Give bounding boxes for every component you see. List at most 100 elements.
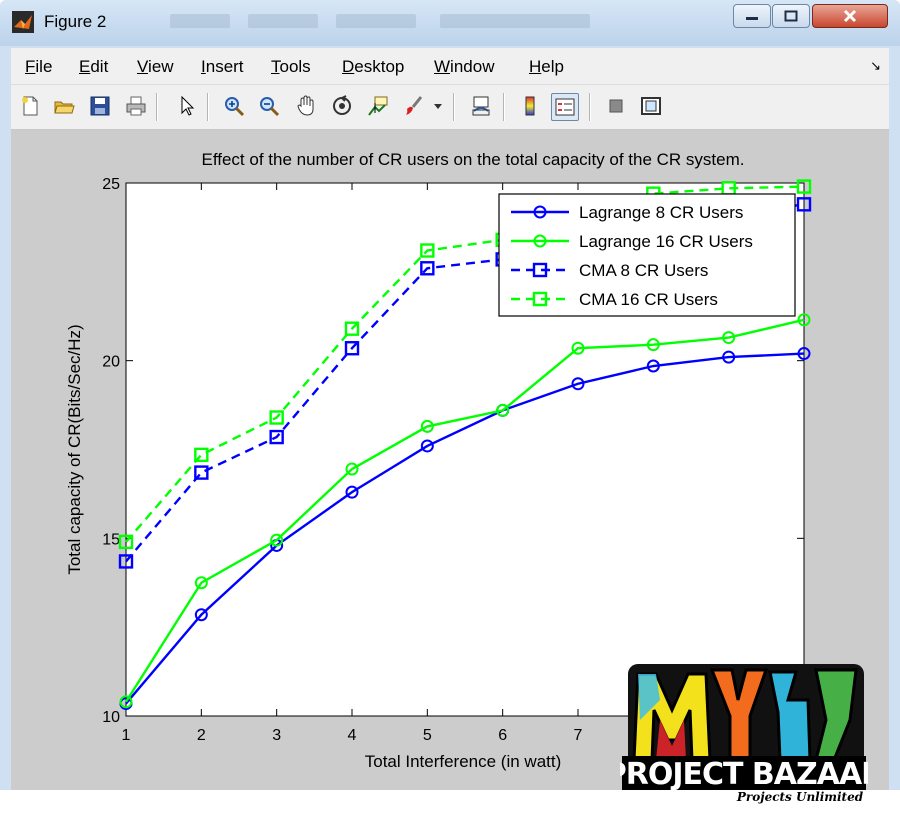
print-icon[interactable] [123, 93, 149, 119]
line-chart: Effect of the number of CR users on the … [65, 150, 812, 771]
data-point [118, 554, 134, 569]
series-line [124, 318, 805, 703]
legend-marker [532, 291, 548, 307]
x-tick-label: 6 [498, 727, 507, 744]
menu-edit[interactable]: Edit [79, 57, 109, 76]
data-point [420, 243, 435, 258]
data-point [646, 338, 660, 352]
data-point [269, 429, 284, 445]
menu-file[interactable]: File [25, 57, 53, 76]
menu-insert[interactable]: Insert [201, 57, 244, 76]
arrow-select-icon[interactable] [173, 93, 199, 119]
data-point [571, 377, 585, 391]
window-title: Figure 2 [44, 12, 107, 31]
x-axis-label: Total Interference (in watt) [365, 752, 562, 771]
new-figure-icon[interactable] [17, 93, 43, 119]
zoom-out-icon[interactable] [256, 93, 282, 119]
legend-entry[interactable]: Lagrange 16 CR Users [511, 232, 753, 251]
y-tick-label: 10 [102, 709, 120, 726]
legend-label: Lagrange 16 CR Users [579, 232, 753, 251]
brush-icon[interactable] [401, 93, 427, 119]
figure-toolbar [11, 85, 889, 130]
maximize-icon [784, 10, 798, 22]
toolbar-separator [156, 93, 158, 121]
close-icon [843, 9, 857, 23]
data-point [646, 359, 660, 373]
x-tick-label: 5 [423, 727, 432, 744]
menu-tools[interactable]: Tools [271, 57, 311, 76]
link-plot-icon[interactable] [468, 93, 494, 119]
x-tick-label: 3 [272, 727, 281, 744]
y-tick-label: 25 [102, 176, 120, 193]
data-point [797, 347, 811, 361]
legend-marker [533, 205, 547, 219]
toolbar-separator [589, 93, 591, 121]
legend-entry[interactable]: Lagrange 8 CR Users [511, 203, 743, 222]
data-point [420, 439, 434, 453]
save-icon[interactable] [87, 93, 113, 119]
data-point [722, 331, 736, 345]
background-title-blur [248, 14, 318, 28]
legend[interactable]: Lagrange 8 CR Users Lagrange 16 CR Users C… [498, 193, 796, 317]
legend-label: Lagrange 8 CR Users [579, 203, 743, 222]
axis-ticks: 1 2 3 4 5 6 7 10 15 20 25 [102, 176, 804, 744]
minimize-icon [746, 17, 758, 20]
data-point [344, 341, 360, 356]
data-point [194, 447, 209, 463]
legend-entry[interactable]: CMA 16 CR Users [511, 290, 718, 309]
x-tick-label: 7 [574, 727, 583, 744]
data-point [269, 410, 284, 425]
maximize-button[interactable] [772, 4, 810, 28]
show-plot-tools-icon[interactable] [638, 93, 664, 119]
rotate-3d-icon[interactable] [329, 93, 355, 119]
data-point [571, 341, 585, 355]
legend-label: CMA 16 CR Users [579, 290, 718, 309]
y-tick-label: 20 [102, 354, 120, 371]
matlab-logo-icon [12, 11, 34, 33]
series-2 [119, 313, 811, 709]
pan-hand-icon[interactable] [293, 93, 319, 119]
legend-label: CMA 8 CR Users [579, 261, 708, 280]
menu-window[interactable]: Window [434, 57, 495, 76]
legend-entry[interactable]: CMA 8 CR Users [511, 261, 708, 280]
zoom-in-icon[interactable] [221, 93, 247, 119]
data-point [345, 462, 359, 476]
data-point [119, 695, 133, 709]
data-point [796, 179, 812, 194]
background-title-blur [336, 14, 416, 28]
data-point [194, 576, 208, 590]
data-point [797, 313, 811, 327]
legend-box [498, 193, 796, 317]
data-point [496, 403, 510, 417]
data-point [118, 534, 134, 550]
brush-dropdown-icon[interactable] [431, 93, 445, 119]
menu-help[interactable]: Help [529, 57, 564, 76]
svg-text:Projects Unlimited: Projects Unlimited [736, 790, 864, 804]
data-point [722, 350, 736, 364]
menu-desktop[interactable]: Desktop [342, 57, 405, 76]
insert-legend-icon[interactable] [551, 93, 579, 121]
title-bar: Figure 2 [0, 0, 900, 46]
dock-arrow-icon[interactable]: ↘ [870, 58, 881, 73]
data-point [420, 419, 434, 433]
hide-plot-tools-icon[interactable] [603, 93, 629, 119]
data-point [344, 321, 360, 336]
background-title-blur [170, 14, 230, 28]
open-file-icon[interactable] [51, 93, 77, 119]
data-cursor-icon[interactable] [365, 93, 391, 119]
data-point [194, 465, 209, 480]
insert-colorbar-icon[interactable] [517, 93, 543, 119]
chart-title: Effect of the number of CR users on the … [202, 150, 745, 169]
y-axis-label: Total capacity of CR(Bits/Sec/Hz) [65, 324, 84, 574]
legend-marker [532, 262, 548, 278]
y-tick-label: 15 [102, 531, 120, 548]
data-point [420, 261, 435, 276]
series-line [125, 352, 805, 705]
toolbar-separator [503, 93, 505, 121]
menu-view[interactable]: View [137, 57, 174, 76]
close-button[interactable] [812, 4, 888, 28]
data-point [345, 485, 359, 499]
minimize-button[interactable] [733, 4, 771, 28]
x-tick-label: 4 [348, 727, 357, 744]
x-tick-label: 2 [197, 727, 206, 744]
